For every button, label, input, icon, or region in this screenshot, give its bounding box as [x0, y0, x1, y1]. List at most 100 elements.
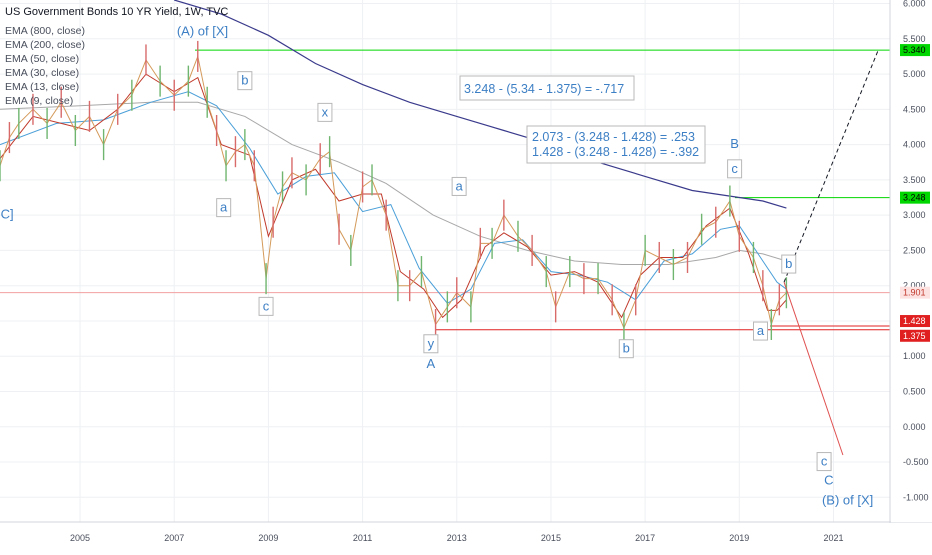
- x-tick-label-4: 2013: [447, 533, 467, 543]
- x-tick-label-8: 2021: [823, 533, 843, 543]
- price-tag-bg-1: [900, 191, 930, 204]
- price-tag-0: 5.340: [900, 44, 930, 57]
- annotation-box-1[interactable]: 3.248 - (5.34 - 1.375) = -.717: [459, 75, 635, 101]
- y-tick-label-5: 3.500: [903, 175, 926, 185]
- wave-label-text-1: b: [241, 73, 248, 88]
- wave-label-0[interactable]: (A) of [X]: [177, 23, 228, 38]
- wave-label-16[interactable]: C]: [1, 207, 14, 222]
- price-tag-2: 1.428: [900, 315, 930, 328]
- price-tag-layer: 5.340 3.248 1.428 1.375 1.901: [900, 44, 930, 342]
- wave-label-text-6: A: [427, 356, 436, 371]
- y-tick-label-13: -0.500: [903, 457, 929, 467]
- ema-line-1[interactable]: [0, 101, 787, 265]
- annotation-text-3: 1.428 - (3.248 - 1.428) = -.392: [532, 145, 699, 159]
- wave-label-text-16: C]: [1, 207, 14, 222]
- y-tick-label-10: 1.000: [903, 351, 926, 361]
- y-tick-label-7: 2.500: [903, 245, 926, 255]
- wave-label-text-11: a: [757, 323, 765, 338]
- annotation-text-1: 3.248 - (5.34 - 1.375) = -.717: [464, 82, 624, 96]
- wave-label-3[interactable]: a: [216, 198, 232, 218]
- wave-label-box-5: [423, 334, 439, 354]
- wave-label-box-3: [216, 198, 232, 218]
- price-tag-4: 1.901: [900, 286, 930, 299]
- wave-label-box-13: [816, 452, 832, 472]
- wave-label-9[interactable]: B: [730, 136, 739, 151]
- x-tick-label-1: 2007: [164, 533, 184, 543]
- legend-item-ema50[interactable]: EMA (50, close): [5, 53, 79, 65]
- price-tag-text-1: 3.248: [903, 193, 926, 203]
- y-tick-label-14: -1.000: [903, 492, 929, 502]
- y-tick-label-11: 0.500: [903, 387, 926, 397]
- wave-label-box-11: [753, 321, 769, 341]
- wave-label-4[interactable]: c: [258, 296, 274, 316]
- wave-label-text-14: C: [824, 473, 833, 488]
- legend-item-ema13[interactable]: EMA (13, close): [5, 81, 79, 93]
- wave-label-text-12: b: [785, 256, 792, 271]
- wave-label-text-10: c: [731, 161, 738, 176]
- ema-line-3[interactable]: [0, 73, 787, 319]
- price-tag-bg-4: [900, 286, 930, 299]
- wave-label-8[interactable]: b: [618, 339, 634, 359]
- wave-label-10[interactable]: c: [727, 159, 743, 179]
- wave-label-text-13: c: [821, 454, 828, 469]
- wave-label-box-7: [451, 176, 467, 196]
- wave-label-text-15: (B) of [X]: [822, 492, 873, 507]
- price-tag-text-2: 1.428: [903, 316, 926, 326]
- wave-label-text-7: a: [456, 178, 464, 193]
- x-tick-label-3: 2011: [353, 533, 372, 543]
- legend-item-ema9[interactable]: EMA (9, close): [5, 95, 73, 107]
- x-axis-panel: [0, 523, 932, 550]
- y-tick-label-4: 4.000: [903, 140, 926, 150]
- projection-line-0[interactable]: [783, 282, 844, 456]
- y-tick-label-3: 4.500: [903, 104, 926, 114]
- wave-label-text-8: b: [623, 341, 630, 356]
- wave-label-11[interactable]: a: [753, 321, 769, 341]
- wave-label-15[interactable]: (B) of [X]: [822, 492, 873, 507]
- wave-label-box-4: [258, 296, 274, 316]
- wave-label-6[interactable]: A: [427, 356, 436, 371]
- wave-label-13[interactable]: c: [816, 452, 832, 472]
- legend-item-ema800[interactable]: EMA (800, close): [5, 25, 85, 37]
- wave-label-text-4: c: [263, 298, 270, 313]
- wave-label-text-9: B: [730, 136, 739, 151]
- price-tag-text-4: 1.901: [903, 288, 926, 298]
- price-tag-text-0: 5.340: [903, 45, 926, 55]
- ema-line-0[interactable]: [174, 0, 787, 209]
- wave-label-2[interactable]: x: [317, 102, 333, 122]
- chart-title: US Government Bonds 10 YR Yield, 1W, TVC: [5, 6, 228, 18]
- wave-label-14[interactable]: C: [824, 473, 833, 488]
- annotation-box-2[interactable]: 2.073 - (3.248 - 1.428) = .253 1.428 - (…: [526, 125, 706, 164]
- wave-label-box-2: [317, 102, 333, 122]
- price-tag-bg-0: [900, 44, 930, 57]
- annotation-text-2: 2.073 - (3.248 - 1.428) = .253: [532, 130, 695, 144]
- y-tick-label-8: 2.000: [903, 281, 926, 291]
- y-tick-label-6: 3.000: [903, 210, 926, 220]
- price-tag-bg-3: [900, 329, 930, 342]
- legend-item-ema200[interactable]: EMA (200, close): [5, 39, 85, 51]
- wave-label-box-10: [727, 159, 743, 179]
- wave-label-1[interactable]: b: [237, 71, 253, 91]
- y-tick-label-12: 0.000: [903, 422, 926, 432]
- wave-label-7[interactable]: a: [451, 176, 467, 196]
- series-layer: [0, 0, 787, 319]
- wave-label-text-3: a: [220, 200, 228, 215]
- wave-label-12[interactable]: b: [781, 254, 797, 274]
- projection-line-1[interactable]: [783, 49, 879, 283]
- wave-label-box-8: [618, 339, 634, 359]
- price-tag-1: 3.248: [900, 191, 930, 204]
- wave-label-text-0: (A) of [X]: [177, 23, 228, 38]
- x-tick-label-6: 2017: [635, 533, 655, 543]
- price-tag-bg-2: [900, 315, 930, 328]
- wave-label-5[interactable]: y: [423, 334, 439, 354]
- legend-item-ema30[interactable]: EMA (30, close): [5, 67, 79, 79]
- x-tick-label-7: 2019: [729, 533, 749, 543]
- price-tag-text-3: 1.375: [903, 331, 926, 341]
- y-tick-label-1: 5.500: [903, 34, 926, 44]
- hline-layer: [0, 49, 890, 331]
- x-tick-label-0: 2005: [70, 533, 90, 543]
- ema-line-2[interactable]: [0, 91, 787, 304]
